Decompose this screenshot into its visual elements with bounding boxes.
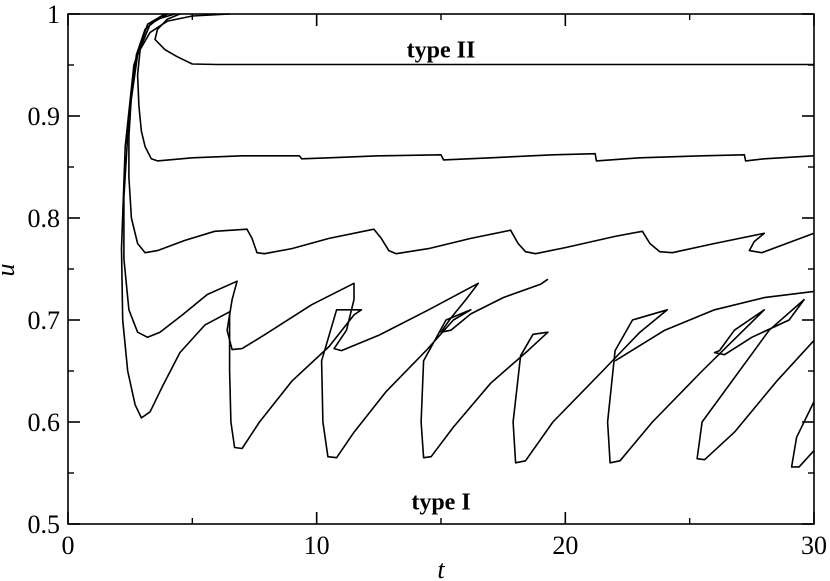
y-tick-label: 0.9 <box>28 102 61 131</box>
annotation-type-i: type I <box>411 490 470 516</box>
y-tick-label: 0.5 <box>28 510 61 539</box>
axis-ticks <box>67 13 815 525</box>
trajectory-curve-6 <box>614 290 815 362</box>
y-tick-label: 0.7 <box>28 306 61 335</box>
plot-frame <box>67 13 815 525</box>
y-tick-label: 0.6 <box>28 408 61 437</box>
trajectory-curve-5 <box>120 13 815 464</box>
y-tick-label: 1 <box>47 0 60 29</box>
plot-curves <box>120 13 815 468</box>
axis-tick-labels: 0 10 20 30 0.5 0.6 0.7 0.8 0.9 1 <box>28 0 828 560</box>
annotation-type-ii: type II <box>407 38 476 64</box>
trajectory-curve-7 <box>790 401 815 468</box>
x-tick-label: 30 <box>801 531 827 560</box>
x-axis-label: t <box>437 555 445 581</box>
x-tick-label: 20 <box>552 531 578 560</box>
trajectory-curve-2 <box>136 13 815 162</box>
y-tick-label: 0.8 <box>28 204 61 233</box>
trajectory-curve-4 <box>123 13 549 352</box>
y-axis-label: u <box>0 264 20 277</box>
x-tick-label: 10 <box>304 531 330 560</box>
trajectory-curve-1 <box>154 13 814 66</box>
trajectory-curve-3 <box>128 13 815 255</box>
x-tick-label: 0 <box>62 531 75 560</box>
